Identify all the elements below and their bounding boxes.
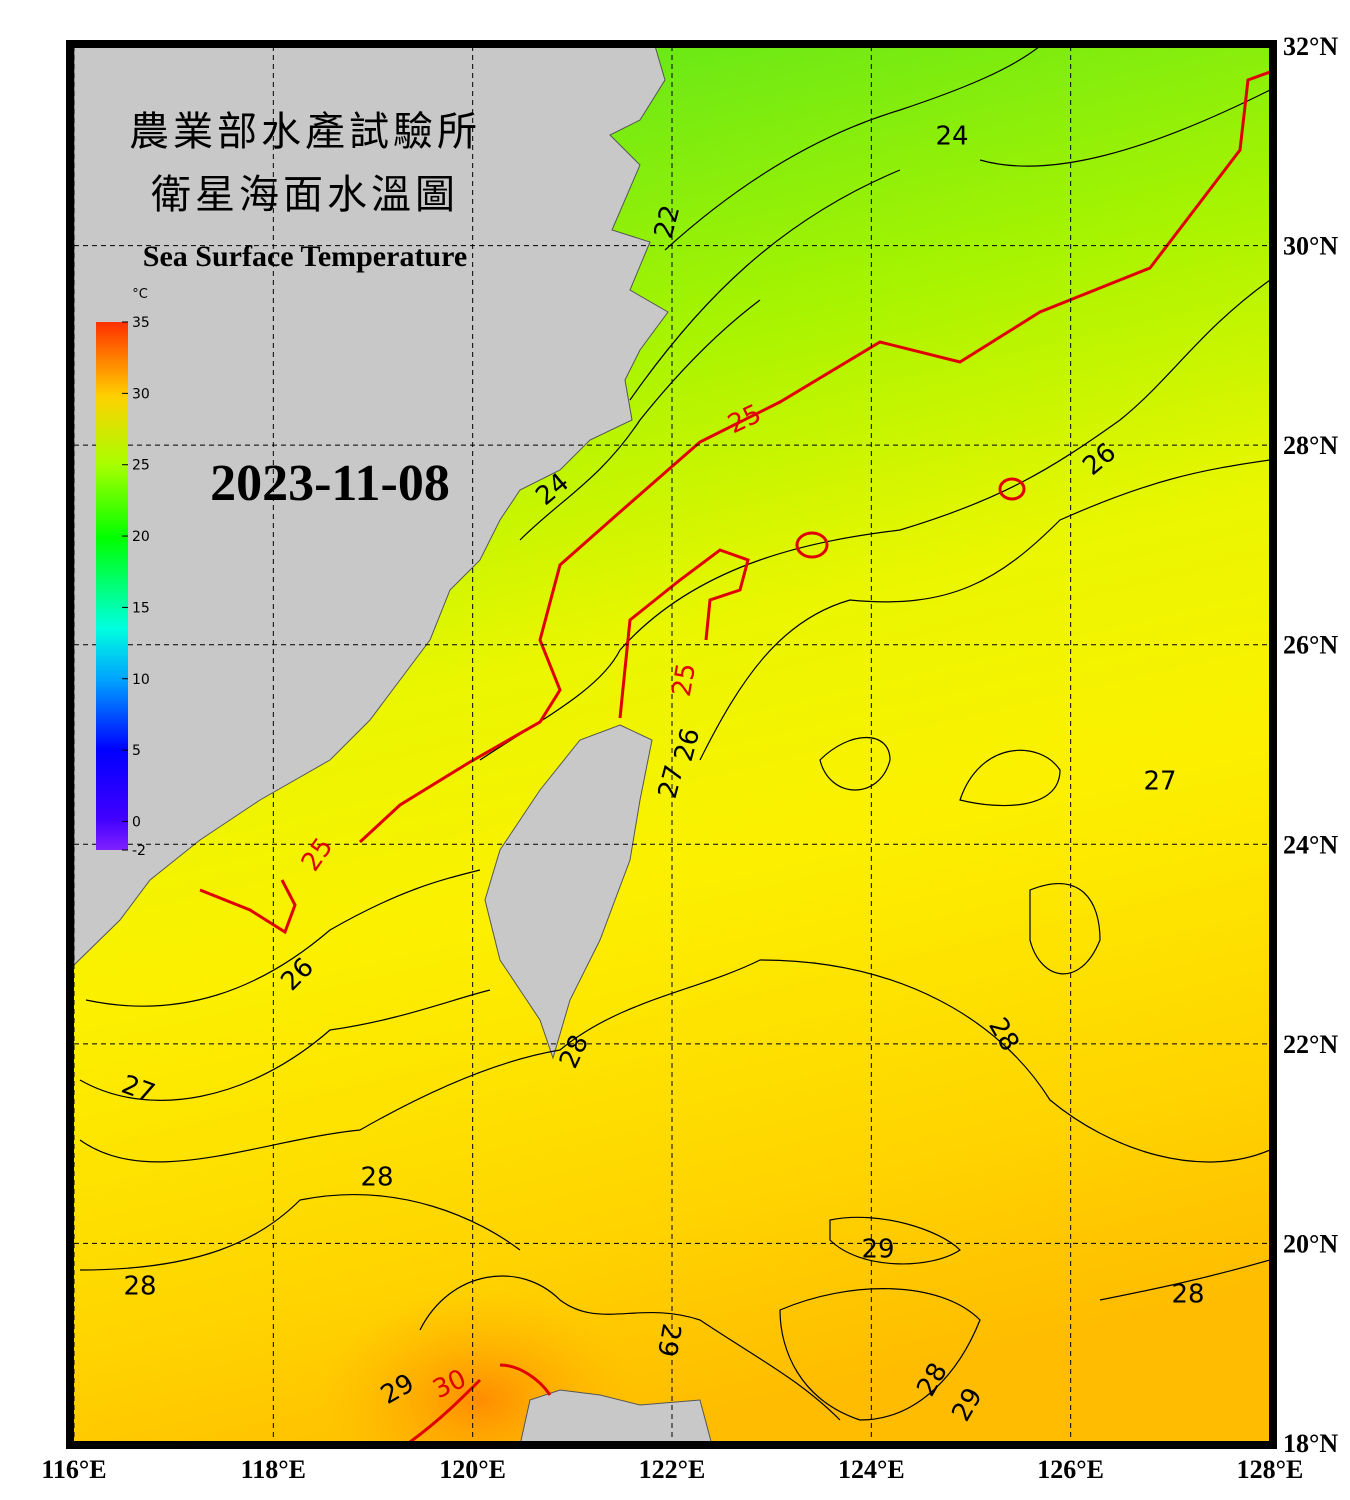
colorbar-tick-label: 30: [132, 386, 150, 402]
lat-label: 32°N: [1283, 32, 1338, 61]
colorbar-tick-label: 5: [132, 743, 141, 759]
lat-label: 30°N: [1283, 232, 1338, 261]
lat-label: 18°N: [1283, 1429, 1338, 1458]
graticule: [74, 48, 1269, 1442]
contour-label: 28: [1171, 1280, 1204, 1310]
contour-label: 24: [935, 122, 968, 152]
contour-25: [199, 70, 1269, 1442]
contour-label: 27: [1143, 767, 1176, 797]
colorbar-tick-label: 0: [132, 814, 141, 830]
colorbar-unit: °C: [132, 287, 148, 302]
lon-label: 116°E: [41, 1455, 106, 1484]
contour-label: 28: [123, 1272, 156, 1302]
lat-label: 28°N: [1283, 431, 1338, 460]
title-english: Sea Surface Temperature: [143, 240, 467, 273]
lat-label: 20°N: [1283, 1229, 1338, 1258]
colorbar: °C 35 30 25 20 15 10 5 0 -2: [96, 287, 150, 859]
map-area: 24 22 24 25 26 25 26 27 27 25 26 27 28 2…: [74, 48, 1269, 1442]
colorbar-tick-label: 35: [132, 315, 150, 331]
lon-label: 126°E: [1037, 1455, 1104, 1484]
lon-label: 128°E: [1237, 1455, 1304, 1484]
colorbar-tick-label: 10: [132, 672, 150, 688]
date: 2023-11-08: [210, 455, 450, 512]
lat-label: 24°N: [1283, 830, 1338, 859]
contour-label: 29: [651, 1321, 686, 1359]
colorbar-tick-label: 25: [132, 458, 150, 474]
axes: 116°E 118°E 120°E 122°E 124°E 126°E 128°E 32°N 3…: [41, 32, 1338, 1484]
china-land: [74, 48, 669, 966]
lon-label: 124°E: [838, 1455, 905, 1484]
contour-label: 28: [360, 1163, 393, 1193]
contour-label: 25: [667, 661, 702, 699]
colorbar-scale: [96, 322, 128, 850]
colorbar-tick-label: 15: [132, 600, 150, 616]
lon-label: 120°E: [439, 1455, 506, 1484]
lat-label: 22°N: [1283, 1030, 1338, 1059]
lon-label: 118°E: [241, 1455, 306, 1484]
title-chinese: 衛星海面水溫圖: [151, 172, 459, 217]
taiwan-land: [484, 724, 653, 1060]
contours: [79, 48, 1269, 1421]
colorbar-tick-label: 20: [132, 529, 150, 545]
title-chinese: 農業部水產試驗所: [129, 109, 481, 154]
lon-label: 122°E: [639, 1455, 706, 1484]
map-frame: [66, 40, 1277, 1449]
luzon-land: [520, 1389, 712, 1442]
lat-label: 26°N: [1283, 631, 1338, 660]
colorbar-tick-label: -2: [132, 843, 146, 859]
contour-label: 29: [861, 1235, 894, 1265]
